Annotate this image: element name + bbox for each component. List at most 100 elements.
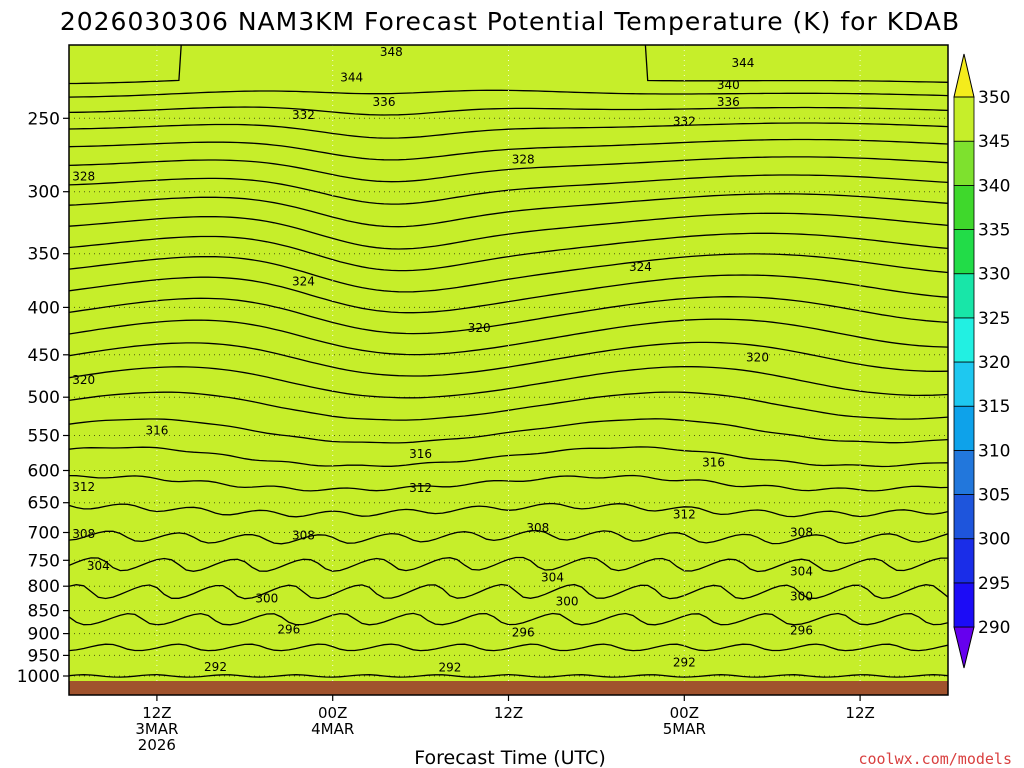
ground-strip — [69, 681, 948, 695]
colorbar-label: 310 — [978, 441, 1010, 461]
x-tick-label: 3MAR — [135, 720, 178, 738]
credit-text: coolwx.com/models — [858, 750, 1012, 768]
isentrope-328k — [69, 193, 948, 228]
contour-label: 300 — [255, 592, 278, 606]
x-tick-label: 12Z — [845, 704, 874, 722]
isentrope-312k — [69, 365, 948, 399]
contour-label: 304 — [87, 559, 110, 573]
isentrope-338k — [69, 106, 948, 116]
contour-label: 308 — [526, 521, 549, 535]
chart-title: 2026030306 NAM3KM Forecast Potential Tem… — [60, 7, 960, 36]
colorbar-label: 330 — [978, 265, 1010, 285]
y-tick-label: 800 — [28, 577, 60, 597]
contour-label: 348 — [380, 45, 403, 59]
colorbar-segment-295 — [953, 538, 975, 584]
colorbar-label: 320 — [978, 353, 1010, 373]
colorbar-label: 345 — [978, 132, 1010, 152]
contour-labels: 348 344 344 340 336 336 332 332 328 328 324 324 320 3… — [72, 45, 813, 675]
isentrope-314k — [69, 341, 948, 377]
grid-lines — [69, 45, 948, 695]
contour-label: 328 — [512, 153, 535, 167]
colorbar-label: 295 — [978, 574, 1010, 594]
isentrope-294k — [69, 612, 948, 626]
colorbar-label: 350 — [978, 88, 1010, 108]
colorbar-segment-340 — [953, 140, 975, 186]
y-tick-label: 300 — [28, 183, 60, 203]
contour-label: 304 — [790, 564, 813, 578]
contour-label: 336 — [373, 95, 396, 109]
contour-label: 316 — [702, 455, 725, 469]
isentrope-326k — [69, 212, 948, 250]
contour-label: 296 — [277, 623, 300, 637]
isentrope-298k — [69, 556, 948, 573]
y-tick-label: 850 — [28, 602, 60, 622]
colorbar-segment-330 — [953, 229, 975, 275]
contour-label: 324 — [292, 274, 315, 288]
colorbar-segment-320 — [953, 317, 975, 363]
contour-label: 312 — [72, 480, 95, 494]
colorbar-segment-310 — [953, 405, 975, 451]
isentrope-308k — [69, 418, 948, 444]
isentrope-292k — [69, 643, 948, 652]
y-tick-label: 650 — [28, 494, 60, 514]
colorbar-segment-290 — [953, 582, 975, 628]
y-tick-label: 900 — [28, 625, 60, 645]
contour-label: 324 — [629, 260, 652, 274]
colorbar-segment-325 — [953, 273, 975, 319]
isentrope-318k — [69, 296, 948, 335]
colorbar-label: 335 — [978, 221, 1010, 241]
contour-label: 300 — [556, 595, 579, 609]
isentrope-334k — [69, 138, 948, 161]
contour-label: 308 — [292, 528, 315, 542]
isentrope-342k — [69, 45, 948, 85]
colorbar-segment-345 — [953, 96, 975, 142]
y-tick-label: 250 — [28, 109, 60, 129]
x-tick-label: 5MAR — [663, 720, 706, 738]
isentrope-320k — [69, 274, 948, 314]
isentrope-332k — [69, 156, 948, 183]
contour-label: 312 — [673, 507, 696, 521]
colorbar-label: 290 — [978, 618, 1010, 638]
x-tick-label: 4MAR — [311, 720, 354, 738]
x-tick-label: 2026 — [138, 736, 176, 754]
colorbar-segment-305 — [953, 449, 975, 495]
contour-label: 340 — [717, 78, 740, 92]
y-tick-label: 600 — [28, 462, 60, 482]
contour-label: 344 — [731, 56, 754, 70]
colorbar-label: 315 — [978, 397, 1010, 417]
contour-label: 308 — [790, 526, 813, 540]
plot-area: 348 344 344 340 336 336 332 332 328 328 324 324 320 3… — [69, 45, 948, 695]
contour-label: 320 — [468, 321, 491, 335]
isentrope-300k — [69, 529, 948, 545]
contour-label: 292 — [673, 656, 696, 670]
colorbar-segment-335 — [953, 184, 975, 230]
contour-label: 328 — [72, 170, 95, 184]
contour-label: 320 — [72, 373, 95, 387]
contour-label: 316 — [145, 423, 168, 437]
contour-label: 320 — [746, 351, 769, 365]
y-tick-label: 550 — [28, 427, 60, 447]
colorbar-label: 305 — [978, 486, 1010, 506]
colorbar-low-triangle — [953, 626, 975, 669]
colorbar-label: 340 — [978, 176, 1010, 196]
contour-label: 336 — [717, 95, 740, 109]
x-tick-label: 00Z — [670, 704, 699, 722]
contour-label: 292 — [204, 660, 227, 674]
contour-label: 312 — [409, 481, 432, 495]
colorbar: 290 295 300 305 310 315 320 325 330 335 340 345 350 — [953, 53, 1010, 669]
colorbar-segment-315 — [953, 361, 975, 407]
colorbar-label: 300 — [978, 530, 1010, 550]
y-tick-label: 350 — [28, 245, 60, 265]
contour-label: 304 — [541, 571, 564, 585]
colorbar-high-triangle — [953, 53, 975, 98]
contour-label: 332 — [673, 115, 696, 129]
contour-label: 292 — [438, 661, 461, 675]
contour-label: 296 — [790, 624, 813, 638]
contour-label: 332 — [292, 108, 315, 122]
isentrope-336k — [69, 122, 948, 139]
isentrope-contours — [69, 45, 948, 678]
y-tick-label: 950 — [28, 646, 60, 666]
x-axis-label: Forecast Time (UTC) — [414, 747, 605, 768]
contour-label: 316 — [409, 447, 432, 461]
